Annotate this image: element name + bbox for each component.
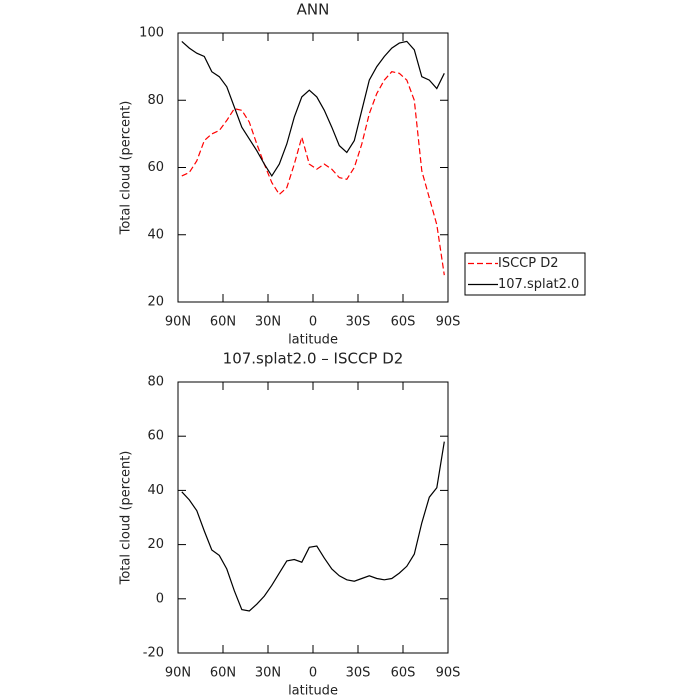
x-tick-label: 90S xyxy=(436,315,461,330)
y-axis-title: Total cloud (percent) xyxy=(119,451,134,586)
x-tick-label: 0 xyxy=(309,666,317,681)
legend-box xyxy=(464,252,586,296)
legend-label: 107.splat2.0 xyxy=(498,277,579,292)
x-tick-label: 90N xyxy=(165,315,191,330)
y-axis-title: Total cloud (percent) xyxy=(119,101,134,236)
x-tick-label: 60N xyxy=(210,315,236,330)
y-tick-label: 60 xyxy=(147,429,164,444)
y-tick-label: 20 xyxy=(147,537,164,552)
x-tick-label: 60S xyxy=(391,315,416,330)
y-tick-label: 80 xyxy=(147,375,164,390)
x-axis-title: latitude xyxy=(288,333,338,348)
plot-frame xyxy=(177,381,449,654)
x-tick-label: 30S xyxy=(346,315,371,330)
chart-title: ANN xyxy=(297,1,330,19)
plot-frame xyxy=(177,32,449,303)
legend-label: ISCCP D2 xyxy=(498,256,559,271)
y-tick-label: 20 xyxy=(147,295,164,310)
y-tick-label: -20 xyxy=(143,646,164,661)
y-tick-label: 40 xyxy=(147,227,164,242)
chart-title: 107.splat2.0 – ISCCP D2 xyxy=(223,350,404,368)
y-tick-label: 0 xyxy=(156,591,164,606)
y-tick-label: 100 xyxy=(139,26,164,41)
data-line xyxy=(181,40,445,178)
y-tick-label: 40 xyxy=(147,483,164,498)
x-tick-label: 60S xyxy=(391,666,416,681)
y-tick-label: 80 xyxy=(147,93,164,108)
x-tick-label: 0 xyxy=(309,315,317,330)
x-tick-label: 90N xyxy=(165,666,191,681)
x-tick-label: 90S xyxy=(436,666,461,681)
x-tick-label: 30N xyxy=(255,666,281,681)
x-tick-label: 60N xyxy=(210,666,236,681)
x-axis-title: latitude xyxy=(288,684,338,699)
y-tick-label: 60 xyxy=(147,160,164,175)
x-tick-label: 30S xyxy=(346,666,371,681)
x-tick-label: 30N xyxy=(255,315,281,330)
data-line xyxy=(181,441,445,612)
data-line xyxy=(181,71,445,276)
